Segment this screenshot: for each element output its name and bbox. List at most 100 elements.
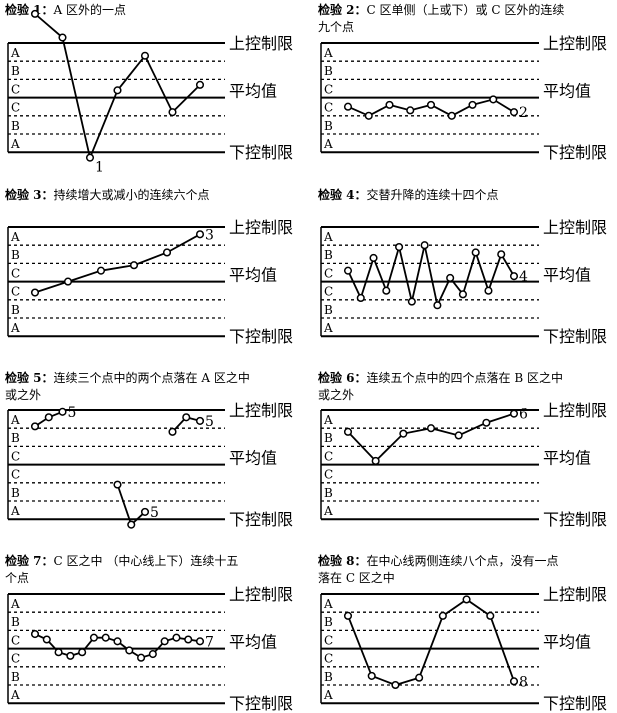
data-point [54, 648, 63, 657]
zone-label: A [10, 413, 20, 427]
panel-title: 检验 7：C 区之中 （中心线上下）连续十五 [5, 553, 238, 568]
data-point [509, 677, 519, 686]
data-point [433, 301, 442, 310]
data-point [489, 95, 498, 104]
zone-label: A [323, 688, 333, 702]
data-point [454, 431, 463, 440]
center-label: 平均值 [229, 633, 277, 652]
panel-title: 检验 2：C 区单侧（上或下）或 C 区外的连续 [318, 2, 564, 17]
series-line [347, 243, 515, 309]
data-point [58, 407, 67, 416]
zone-label: C [324, 285, 333, 299]
rule-number: 7 [205, 634, 214, 650]
data-point [30, 9, 40, 18]
data-point [140, 507, 150, 516]
zone-label: A [10, 46, 20, 60]
zone-label: C [11, 285, 20, 299]
zone-label: A [10, 137, 20, 151]
data-point [63, 277, 73, 286]
data-point [395, 242, 404, 252]
data-point [195, 416, 205, 425]
data-point [160, 637, 169, 646]
zone-label: A [10, 230, 20, 244]
data-point [182, 413, 191, 422]
zone-label: C [11, 82, 20, 96]
data-point [96, 266, 106, 275]
data-point [426, 100, 436, 109]
lcl-label: 下控制限 [543, 327, 607, 346]
data-point [407, 297, 416, 306]
panel-title-cont: 或之外 [5, 388, 41, 402]
series-line [34, 233, 201, 294]
data-point [399, 429, 408, 438]
lcl-label: 下控制限 [229, 510, 293, 529]
data-point [44, 413, 53, 422]
rule-number: 6 [519, 407, 528, 423]
zone-label: B [324, 248, 333, 262]
zone-label: C [324, 468, 333, 482]
data-point [356, 293, 365, 303]
zone-label: A [323, 413, 333, 427]
data-point [364, 111, 373, 120]
rule-number: 2 [519, 105, 528, 121]
data-point [162, 248, 172, 257]
zone-label: B [324, 670, 333, 684]
ucl-label: 上控制限 [543, 585, 607, 604]
zone-label: A [323, 321, 333, 335]
data-point [168, 108, 177, 117]
zone-label: C [324, 449, 333, 463]
zone-label: B [11, 431, 20, 445]
data-point [369, 253, 378, 262]
panel-title: 检验 3：持续增大或减小的连续六个点 [5, 187, 210, 202]
zone-label: B [324, 119, 333, 133]
rule-number: 3 [205, 227, 214, 243]
data-point [458, 290, 467, 299]
data-point [468, 100, 477, 109]
ucl-label: 上控制限 [543, 34, 607, 53]
lcl-label: 下控制限 [543, 510, 607, 529]
data-point [127, 520, 136, 529]
rule-panel-2: 检验 2：C 区单侧（上或下）或 C 区外的连续九个点ABCCBA上控制限平均值… [318, 2, 607, 162]
data-point [78, 648, 87, 657]
rule-number: 4 [519, 269, 528, 285]
data-point [420, 241, 429, 250]
lcl-label: 下控制限 [543, 694, 607, 713]
data-point [85, 153, 95, 162]
rule-number: 1 [95, 160, 104, 176]
zone-label: C [324, 633, 333, 647]
data-point [42, 635, 51, 644]
zone-label: A [323, 230, 333, 244]
zone-label: B [11, 303, 20, 317]
ucl-label: 上控制限 [543, 218, 607, 237]
data-point [58, 33, 67, 42]
data-point [343, 611, 353, 620]
zone-label: C [324, 82, 333, 96]
data-point [30, 288, 40, 297]
data-point [66, 651, 75, 660]
series-line [347, 598, 515, 686]
data-point [168, 427, 177, 436]
data-point [137, 653, 146, 662]
zone-label: C [11, 652, 20, 666]
ucl-label: 上控制限 [229, 401, 293, 420]
lcl-label: 下控制限 [543, 143, 607, 162]
center-label: 平均值 [543, 266, 591, 285]
data-point [497, 250, 506, 259]
data-point [486, 611, 495, 620]
zone-label: C [324, 101, 333, 115]
center-label: 平均值 [229, 82, 277, 101]
zone-label: A [323, 137, 333, 151]
zone-label: B [324, 303, 333, 317]
data-point [172, 633, 181, 642]
zone-label: B [11, 486, 20, 500]
panel-title-cont: 或之外 [318, 388, 354, 402]
zone-label: B [11, 64, 20, 78]
data-point [509, 108, 519, 117]
zone-label: B [324, 431, 333, 445]
data-point [509, 272, 519, 281]
lcl-label: 下控制限 [229, 694, 293, 713]
